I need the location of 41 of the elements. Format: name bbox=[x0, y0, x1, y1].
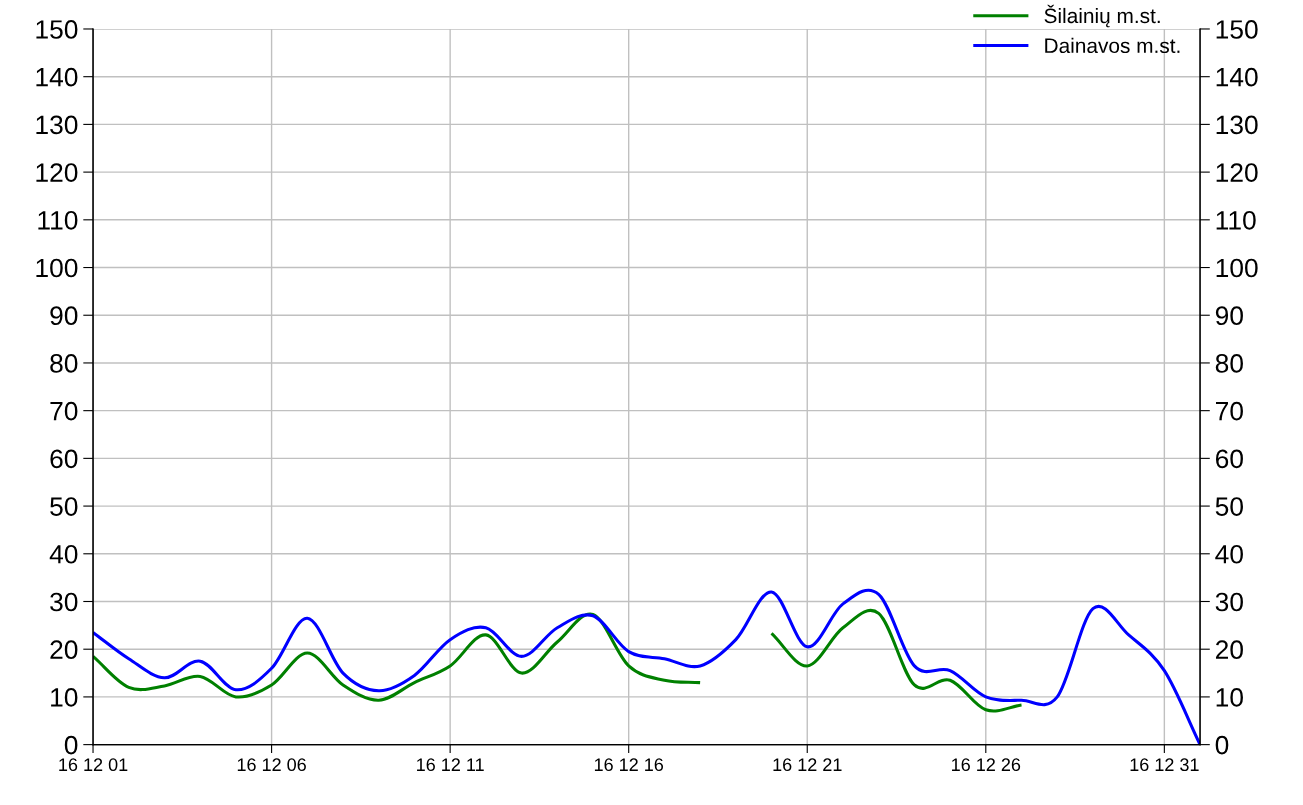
y-tick-label: 10 bbox=[51, 688, 78, 707]
y-tick-label: 80 bbox=[50, 354, 78, 373]
y2-tick-label: 70 bbox=[1216, 401, 1243, 421]
y-tick-label: 20 bbox=[50, 640, 78, 660]
y-tick-label: 110 bbox=[38, 210, 78, 230]
y2-tick-label: 110 bbox=[1216, 210, 1256, 230]
x-tick-label: 16 12 31 bbox=[1130, 758, 1199, 772]
y-tick-label: 90 bbox=[50, 306, 78, 326]
y2-tick-label: 130 bbox=[1216, 115, 1258, 135]
x-tick-label: 16 12 11 bbox=[417, 758, 484, 772]
y2-tick-label: 60 bbox=[1215, 449, 1243, 469]
y-tick-label: 130 bbox=[36, 115, 78, 135]
y2-tick-label: 150 bbox=[1216, 20, 1258, 39]
y2-tick-label: 50 bbox=[1215, 497, 1243, 516]
x-tick-label: 16 12 01 bbox=[59, 758, 128, 772]
y2-tick-label: 140 bbox=[1216, 67, 1258, 87]
y2-tick-label: 100 bbox=[1216, 258, 1258, 278]
x-tick-label: 16 12 06 bbox=[237, 758, 306, 772]
y2-tick-label: 20 bbox=[1215, 640, 1243, 660]
y2-tick-label: 0 bbox=[1215, 735, 1229, 755]
legend-label: Šilainių m.st. bbox=[1044, 4, 1160, 28]
y2-tick-label: 10 bbox=[1216, 688, 1243, 707]
y2-tick-label: 30 bbox=[1215, 592, 1243, 612]
y-tick-label: 150 bbox=[36, 20, 78, 39]
y-tick-label: 60 bbox=[50, 449, 78, 469]
y-tick-label: 30 bbox=[50, 592, 78, 612]
y-tick-label: 120 bbox=[36, 163, 78, 182]
y2-tick-label: 90 bbox=[1215, 306, 1243, 326]
legend-label: Dainavos m.st. bbox=[1045, 37, 1180, 54]
y-tick-label: 40 bbox=[49, 544, 78, 564]
x-tick-label: 16 12 21 bbox=[773, 758, 842, 772]
y-tick-label: 70 bbox=[50, 401, 78, 421]
y-tick-label: 0 bbox=[64, 735, 78, 755]
y2-tick-label: 120 bbox=[1216, 163, 1258, 182]
x-tick-label: 16 12 16 bbox=[594, 758, 664, 772]
y-tick-label: 140 bbox=[36, 67, 78, 87]
y-tick-label: 50 bbox=[50, 497, 78, 516]
y-tick-label: 100 bbox=[36, 258, 78, 278]
y2-tick-label: 40 bbox=[1215, 544, 1243, 564]
y2-tick-label: 80 bbox=[1215, 354, 1243, 373]
x-tick-label: 16 12 26 bbox=[952, 758, 1021, 772]
